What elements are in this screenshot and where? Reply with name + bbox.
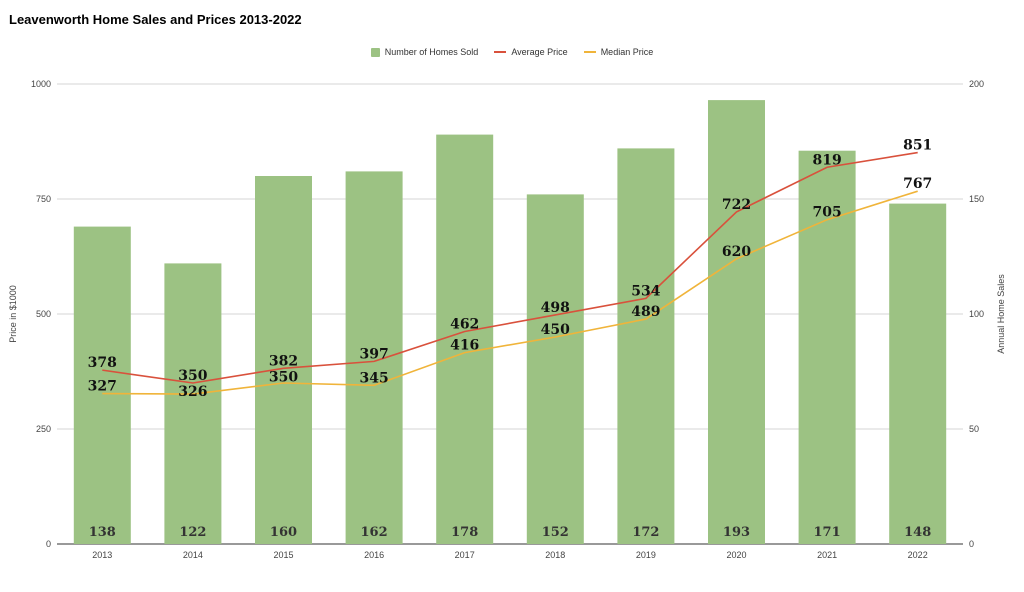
- avg-price-label: 722: [722, 197, 751, 213]
- median-price-label: 705: [812, 205, 841, 221]
- legend-item: Average Price: [494, 47, 568, 57]
- series-line: [102, 151, 918, 384]
- y-tick-label: 250: [36, 424, 51, 434]
- bar-value-label: 160: [270, 525, 297, 540]
- median-price-label: 620: [722, 244, 751, 260]
- avg-price-label: 462: [450, 316, 479, 332]
- y2-tick-label: 0: [969, 539, 974, 549]
- y2-axis-label: Annual Home Sales: [996, 274, 1006, 354]
- median-price-label: 327: [88, 379, 117, 395]
- x-tick-label: 2020: [726, 550, 746, 560]
- chart-title: Leavenworth Home Sales and Prices 2013-2…: [9, 12, 302, 27]
- legend-swatch: [583, 51, 596, 53]
- x-tick-label: 2017: [455, 550, 475, 560]
- y-tick-label: 750: [36, 194, 51, 204]
- bar-value-label: 172: [632, 525, 659, 540]
- avg-price-label: 819: [812, 152, 841, 168]
- bar-value-label: 193: [723, 525, 750, 540]
- avg-price-label: 534: [631, 283, 660, 299]
- median-price-label: 767: [903, 176, 932, 192]
- x-tick-label: 2016: [364, 550, 384, 560]
- legend-item: Median Price: [583, 47, 654, 57]
- y-tick-label: 0: [46, 539, 51, 549]
- bar: [889, 203, 947, 544]
- x-tick-label: 2019: [636, 550, 656, 560]
- avg-price-label: 498: [541, 300, 570, 316]
- y2-tick-label: 150: [969, 194, 984, 204]
- bar: [164, 263, 222, 544]
- bar-value-label: 152: [542, 525, 569, 540]
- x-tick-label: 2013: [92, 550, 112, 560]
- bar: [798, 150, 856, 544]
- median-price-label: 416: [450, 338, 479, 354]
- chart-legend: Number of Homes Sold Average Price Median …: [0, 47, 1024, 57]
- bar: [436, 134, 494, 544]
- bar: [255, 176, 312, 544]
- median-price-label: 450: [541, 322, 570, 338]
- x-tick-label: 2015: [273, 550, 293, 560]
- y-tick-label: 1000: [31, 79, 51, 89]
- y2-tick-label: 50: [969, 424, 979, 434]
- bar-value-label: 178: [451, 525, 478, 540]
- bar: [526, 194, 584, 544]
- bar: [345, 171, 403, 544]
- x-tick-label: 2021: [817, 550, 837, 560]
- avg-price-label: 851: [903, 138, 932, 154]
- bar-value-label: 162: [361, 525, 388, 540]
- bar: [708, 100, 765, 544]
- y2-tick-label: 100: [969, 309, 984, 319]
- median-price-label: 350: [269, 369, 298, 385]
- bar-value-label: 122: [179, 525, 206, 540]
- bar-value-label: 138: [89, 525, 116, 540]
- legend-label: Average Price: [511, 47, 568, 57]
- y2-tick-label: 200: [969, 79, 984, 89]
- legend-label: Number of Homes Sold: [384, 47, 479, 57]
- x-tick-label: 2014: [183, 550, 203, 560]
- legend-label: Median Price: [600, 47, 654, 57]
- avg-price-label: 378: [88, 355, 117, 371]
- bar-value-label: 171: [814, 525, 841, 540]
- bar: [617, 148, 675, 544]
- bar-value-label: 148: [904, 525, 931, 540]
- avg-price-label: 350: [178, 368, 207, 384]
- legend-item: Number of Homes Sold: [370, 47, 479, 57]
- x-tick-label: 2022: [908, 550, 928, 560]
- median-price-label: 489: [631, 304, 660, 320]
- series-line: [102, 190, 918, 395]
- y-tick-label: 500: [36, 309, 51, 319]
- legend-swatch: [370, 47, 380, 57]
- median-price-label: 326: [178, 384, 207, 400]
- avg-price-label: 382: [269, 353, 298, 369]
- median-price-label: 345: [359, 370, 388, 386]
- legend-swatch: [494, 51, 507, 53]
- y-axis-label: Price in $1000: [8, 285, 18, 343]
- x-tick-label: 2018: [545, 550, 565, 560]
- avg-price-label: 397: [359, 346, 388, 362]
- bar: [73, 226, 131, 544]
